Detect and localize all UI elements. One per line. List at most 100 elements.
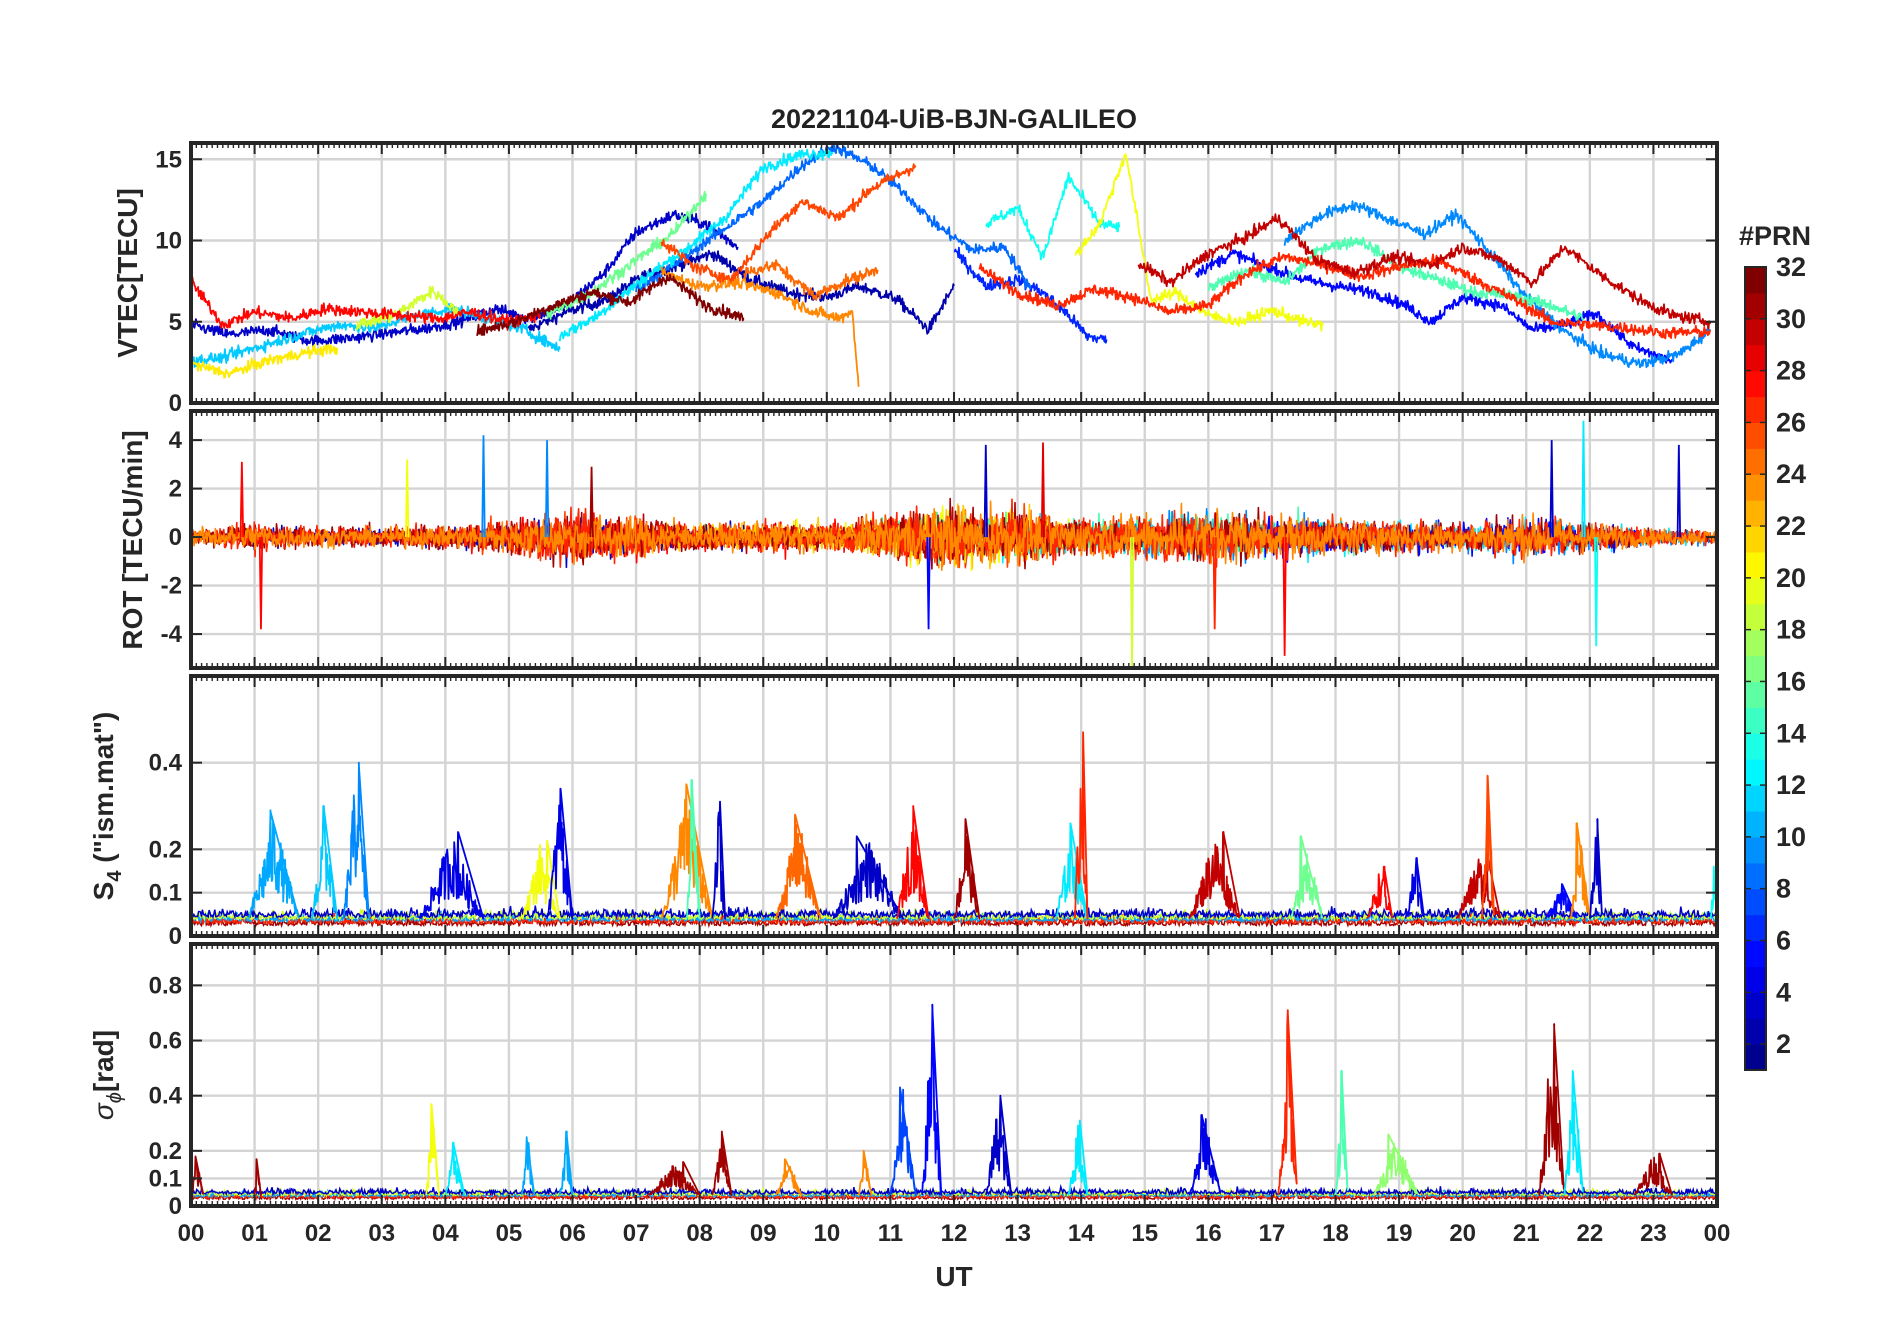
- colorbar-band: [1745, 862, 1766, 890]
- y-tick-label: 0.1: [149, 880, 182, 907]
- x-axis-label: UT: [935, 1261, 972, 1292]
- x-tick-label: 02: [305, 1220, 332, 1247]
- sigma_phi-burst: [857, 1149, 873, 1196]
- vtec-series-line: [191, 343, 339, 379]
- colorbar-tick-label: 14: [1776, 718, 1806, 748]
- s4-burst: [1480, 774, 1495, 919]
- x-tick-label: 00: [1704, 1220, 1731, 1247]
- y-tick-label: 4: [169, 427, 183, 454]
- rot-series: [191, 420, 1717, 668]
- s4-burst: [1054, 822, 1089, 920]
- sigma_phi-burst: [1188, 1114, 1222, 1196]
- rot-spike: [1549, 440, 1554, 538]
- figure-title: 20221104-UiB-BJN-GALILEO: [771, 104, 1137, 134]
- rot-ticks: -4 -2 0 2 4: [161, 411, 1718, 668]
- colorbar-tick-label: 6: [1776, 925, 1791, 955]
- panel-vtec: 0 5 10 15 VTEC[TECU]: [112, 141, 1719, 417]
- x-tick-label: 20: [1449, 1220, 1476, 1247]
- rot-spike: [1282, 537, 1287, 656]
- sigma_phi-burst: [648, 1161, 701, 1196]
- panel-sigma: 00.10.2 0.4 0.6 0.8 σϕ[rad]: [88, 942, 1719, 1220]
- x-tick-label: 13: [1004, 1220, 1031, 1247]
- sigma_phi-burst: [520, 1136, 536, 1196]
- x-tick-label: 06: [559, 1220, 586, 1247]
- s4-burst: [953, 818, 981, 920]
- vtec-series-line: [660, 266, 860, 387]
- y-tick-label: 15: [155, 146, 182, 173]
- x-tick-label: 14: [1068, 1220, 1095, 1247]
- colorbar-band: [1745, 1018, 1766, 1045]
- colorbar-band: [1745, 370, 1766, 398]
- s4-burst: [895, 805, 930, 920]
- y-tick-label: 10: [155, 228, 182, 255]
- rot-ylabel: ROT [TECU/min]: [117, 430, 148, 649]
- vtec-ticks: 0 5 10 15: [155, 143, 1718, 417]
- x-tick-label: 05: [496, 1220, 523, 1247]
- colorbar-tick-label: 32: [1776, 252, 1806, 282]
- x-tick-label: 00: [178, 1220, 205, 1247]
- rot-spike: [926, 537, 931, 630]
- vtec-series-line: [191, 276, 541, 331]
- x-tick-label: 22: [1576, 1220, 1603, 1247]
- rot-spike: [1212, 537, 1217, 630]
- colorbar-tick-label: 20: [1776, 563, 1806, 593]
- y-tick-label: 0.4: [149, 1083, 183, 1110]
- sigma_phi-burst: [1563, 1070, 1584, 1195]
- vtec-series-line: [743, 259, 879, 301]
- sigma_phi-burst: [558, 1130, 574, 1196]
- s4-burst: [342, 761, 370, 920]
- colorbar-band: [1745, 785, 1766, 812]
- colorbar-band: [1745, 267, 1766, 294]
- colorbar-tick-label: 4: [1776, 977, 1791, 1007]
- y-tick-label: -2: [161, 573, 182, 600]
- colorbar-band: [1745, 733, 1766, 760]
- rot-spike: [481, 435, 486, 538]
- s4-burst: [1188, 831, 1241, 919]
- panel-s4: 0 0.1 0.2 0.4 S4 ("ism.mat"): [88, 674, 1719, 950]
- rot-spike: [1040, 442, 1046, 538]
- sigma_phi-burst: [1334, 1070, 1349, 1196]
- vtec-series-line: [660, 163, 917, 284]
- s4-series: [191, 731, 1717, 929]
- s4-burst: [1569, 822, 1591, 919]
- sigma-ticks: 00.10.2 0.4 0.6 0.8: [149, 944, 1718, 1220]
- vtec-ylabel: VTEC[TECU]: [112, 188, 143, 358]
- x-tick-label: 09: [750, 1220, 777, 1247]
- rot-spike: [405, 459, 410, 538]
- colorbar-tick-label: 10: [1776, 822, 1806, 852]
- y-tick-label: 0.1: [149, 1165, 182, 1192]
- colorbar-band: [1745, 551, 1766, 579]
- colorbar-band: [1745, 629, 1766, 657]
- x-tick-label: 17: [1259, 1220, 1286, 1247]
- x-tick-label: 12: [941, 1220, 968, 1247]
- colorbar-band: [1745, 603, 1766, 631]
- sigma_phi-burst: [1277, 1009, 1298, 1195]
- vtec-series-line: [546, 190, 707, 320]
- sigma_phi-burst: [921, 1003, 943, 1196]
- s4-burst: [1366, 865, 1393, 920]
- s4-ylabel-rest: ("ism.mat"): [88, 712, 119, 871]
- y-tick-label: 5: [169, 309, 182, 336]
- y-tick-label: 2: [169, 476, 182, 503]
- x-tick-label: 11: [878, 1220, 903, 1247]
- sigma_phi-burst: [253, 1158, 262, 1196]
- vtec-series-line: [1194, 249, 1674, 364]
- x-tick-label: 08: [686, 1220, 713, 1247]
- vtec-series-line: [635, 143, 1032, 293]
- colorbar-band: [1745, 940, 1766, 967]
- x-tick-label: 19: [1386, 1220, 1413, 1247]
- s4-burst: [1073, 731, 1089, 920]
- sigma_phi-burst: [1538, 1023, 1565, 1196]
- s4-ylabel: S4 ("ism.mat"): [88, 712, 126, 901]
- sigma_phi-burst: [984, 1094, 1013, 1196]
- s4-burst: [832, 835, 904, 920]
- x-tick-label: 03: [368, 1220, 395, 1247]
- s4-burst: [247, 809, 300, 919]
- s4-burst: [660, 783, 714, 920]
- colorbar-band: [1745, 292, 1766, 320]
- sigma-ylabel: σϕ[rad]: [88, 1030, 126, 1120]
- colorbar-band: [1745, 526, 1766, 553]
- y-tick-label: 0.2: [149, 836, 182, 863]
